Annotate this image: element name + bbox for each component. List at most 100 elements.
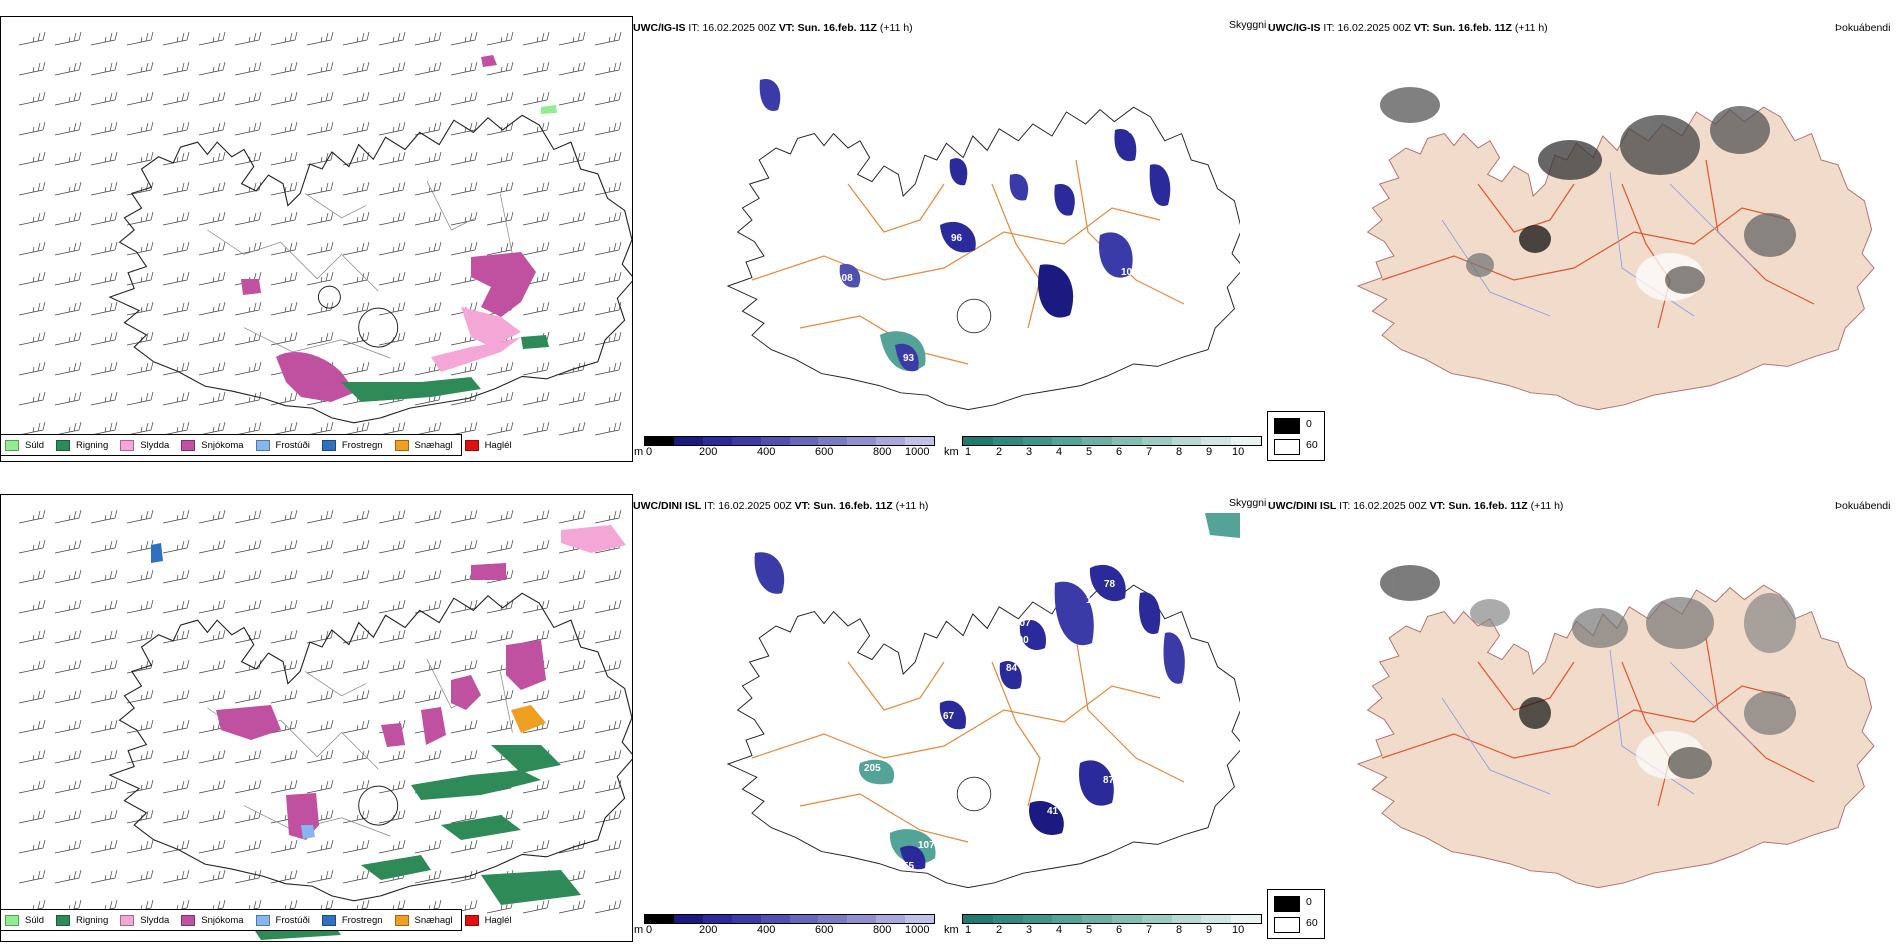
wind-barb: [54, 121, 82, 136]
wind-barb: [306, 61, 334, 76]
wind-barb: [162, 719, 190, 734]
legend-item: Haglél: [464, 439, 512, 451]
wind-barb: [594, 211, 622, 226]
wind-barb: [270, 749, 298, 764]
wind-barb: [378, 61, 406, 76]
wind-barb: [522, 689, 550, 704]
tick: 9: [1206, 924, 1213, 936]
wind-barb: [54, 301, 82, 316]
wind-barb: [378, 749, 406, 764]
wind-barb: [450, 151, 478, 166]
wind-barb: [198, 629, 226, 644]
wind-barb: [342, 421, 370, 436]
wind-barb: [558, 331, 586, 346]
tick: 10: [1232, 446, 1245, 458]
wind-barb: [378, 241, 406, 256]
tick: 0: [646, 924, 653, 936]
wind-barb: [522, 91, 550, 106]
wind-barb: [270, 659, 298, 674]
wind-barb: [126, 301, 154, 316]
wind-barb: [126, 361, 154, 376]
wind-barb: [558, 689, 586, 704]
visibility-map: 93 55 96 108 98 80 107 67: [660, 35, 1245, 425]
wind-barb: [342, 869, 370, 884]
wind-barb: [234, 599, 262, 614]
wind-barb: [522, 539, 550, 554]
wind-barb: [594, 331, 622, 346]
wind-barb: [126, 91, 154, 106]
legend-item: Slydda: [120, 439, 169, 451]
wind-barb: [450, 629, 478, 644]
wind-barb: [270, 509, 298, 524]
wind-barb: [162, 271, 190, 286]
wind-barb: [18, 509, 46, 524]
wind-barb: [234, 509, 262, 524]
wind-barb: [306, 31, 334, 46]
wind-barb: [270, 31, 298, 46]
legend-item: Snjókoma: [181, 439, 244, 451]
wind-barb: [234, 301, 262, 316]
wind-barb: [342, 539, 370, 554]
wind-barb: [486, 31, 514, 46]
wind-barb: [558, 301, 586, 316]
tick: 1000: [905, 924, 930, 936]
wind-barb: [270, 719, 298, 734]
tick: 9: [1206, 446, 1213, 458]
wind-barb: [18, 121, 46, 136]
wind-barb: [558, 121, 586, 136]
tick: 8: [1176, 924, 1183, 936]
wind-barb: [414, 599, 442, 614]
wind-barb: [558, 181, 586, 196]
wind-barb: [234, 211, 262, 226]
wind-barb: [342, 211, 370, 226]
vis-label: 80: [1102, 287, 1114, 298]
wind-barb: [306, 151, 334, 166]
wind-barb: [162, 151, 190, 166]
wind-barb: [162, 211, 190, 226]
wind-barb: [378, 91, 406, 106]
wind-barb: [270, 271, 298, 286]
wind-barb: [234, 61, 262, 76]
wind-barb: [522, 211, 550, 226]
wind-barb: [126, 659, 154, 674]
wind-barb: [18, 31, 46, 46]
wind-barb: [126, 391, 154, 406]
wind-barb: [18, 629, 46, 644]
wind-barb: [90, 361, 118, 376]
wind-barb: [18, 809, 46, 824]
wind-barb: [90, 599, 118, 614]
legend-item: Snæhagl: [394, 914, 453, 926]
wind-barb: [270, 151, 298, 166]
tick: 2: [996, 446, 1003, 458]
wind-barb: [234, 749, 262, 764]
wind-barb: [594, 241, 622, 256]
wind-barb: [306, 779, 334, 794]
wind-barb: [162, 509, 190, 524]
tick: 200: [699, 924, 718, 936]
wind-barb: [162, 31, 190, 46]
wind-barb: [198, 31, 226, 46]
wind-barb: [54, 181, 82, 196]
wind-barb: [234, 181, 262, 196]
wind-barb: [414, 331, 442, 346]
wind-barb: [126, 629, 154, 644]
wind-barb: [414, 689, 442, 704]
wind-barb: [558, 211, 586, 226]
wind-barb: [234, 121, 262, 136]
wind-barb: [378, 599, 406, 614]
wind-barb: [18, 151, 46, 166]
tick: 800: [873, 924, 892, 936]
wind-barb: [126, 749, 154, 764]
legend-item: Slydda: [120, 914, 169, 926]
legend-item: Frostúði: [255, 914, 310, 926]
vis-unit-m: m: [634, 924, 644, 936]
legend-item: Frostregn: [321, 914, 383, 926]
wind-barb: [378, 509, 406, 524]
fog-map: [1300, 35, 1880, 425]
wind-barb: [162, 391, 190, 406]
wind-barb: [90, 569, 118, 584]
wind-barb: [270, 241, 298, 256]
wind-barb: [162, 569, 190, 584]
wind-barb: [270, 391, 298, 406]
tick: 1: [965, 446, 972, 458]
